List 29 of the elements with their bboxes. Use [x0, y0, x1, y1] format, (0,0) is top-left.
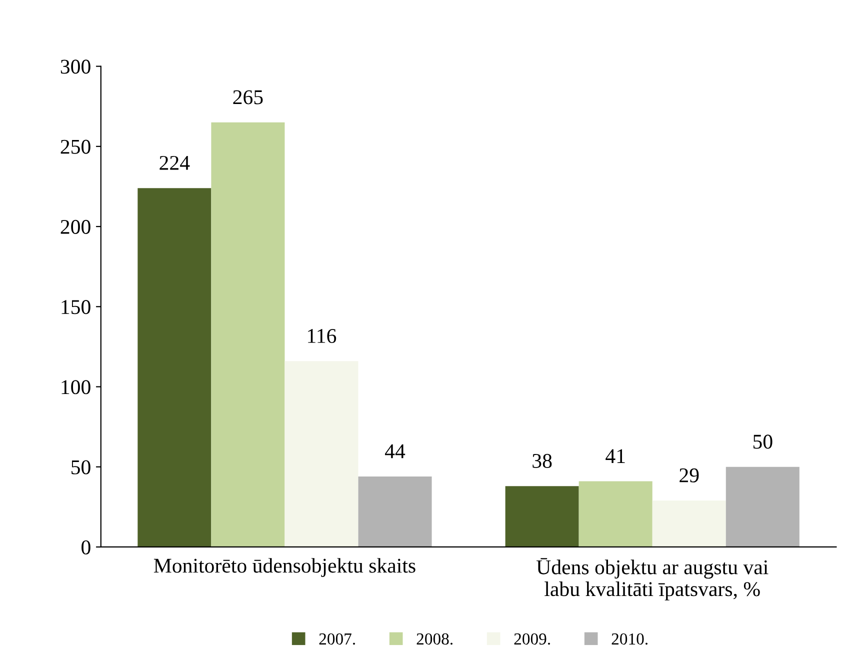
legend-label: 2009.: [514, 633, 550, 645]
bar: [726, 466, 800, 547]
data-label: 224: [160, 156, 190, 170]
y-tick-label: 0: [82, 540, 90, 554]
data-label: 38: [532, 454, 552, 468]
data-label: 265: [233, 90, 263, 104]
bar: [652, 500, 726, 547]
legend-label: 2007.: [319, 633, 355, 645]
x-tick-label: Monitorēto ūdensobjektu skaits: [154, 558, 416, 577]
data-label: 44: [385, 444, 406, 458]
data-label: 41: [606, 449, 625, 463]
data-label: 50: [753, 434, 772, 449]
bar: [578, 481, 652, 547]
bar: [505, 486, 579, 547]
bar: [284, 361, 358, 547]
y-tick-label: 250: [60, 140, 90, 154]
legend-label: 2008.: [416, 633, 452, 645]
y-tick-label: 150: [62, 300, 90, 314]
y-tick-label: 50: [72, 460, 90, 474]
bar: [138, 188, 212, 547]
data-label: 116: [308, 328, 336, 343]
data-label: 29: [680, 468, 699, 482]
y-tick-label: 100: [62, 380, 90, 394]
legend-label: 2010.: [612, 633, 648, 645]
x-tick-label: Ūdens objektu ar augstu vai labu kvalitāti īpatsvars, %: [536, 558, 768, 600]
y-tick-label: 200: [60, 220, 90, 234]
bar: [211, 122, 285, 547]
bar: [358, 476, 432, 547]
y-tick-label: 300: [60, 60, 90, 74]
